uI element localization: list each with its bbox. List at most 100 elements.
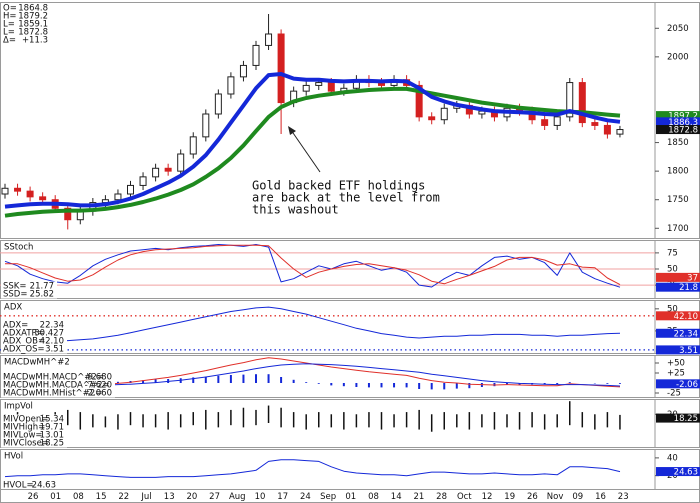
y-tick-label: -25 xyxy=(667,389,681,399)
panel-title: MACDwMH^#2 xyxy=(4,358,70,368)
x-tick-label: Jul xyxy=(140,492,151,502)
y-tick-label: 40 xyxy=(667,453,678,463)
value-marker-label: 1886.3 xyxy=(668,118,698,128)
legend-label: MIVOpen= xyxy=(3,415,48,425)
x-tick-label: Nov xyxy=(547,492,564,502)
arrow-head xyxy=(288,126,296,135)
x-tick-label: 08 xyxy=(73,492,84,502)
legend-label: L= xyxy=(3,20,15,30)
x-tick-label: 10 xyxy=(255,492,266,502)
legend-value: 1859.1 xyxy=(18,20,48,30)
value-marker xyxy=(656,413,700,423)
x-tick-label: 26 xyxy=(527,492,538,502)
x-tick-label: 26 xyxy=(28,492,39,502)
annotation-text: this washout xyxy=(252,203,339,217)
panel-title: ADX xyxy=(4,303,22,313)
candle-body xyxy=(541,119,549,126)
candle-body xyxy=(428,116,436,121)
candle-body xyxy=(603,124,611,135)
x-tick-label: 15 xyxy=(96,492,107,502)
value-marker-label: 37 xyxy=(687,273,698,283)
series-line xyxy=(4,86,621,218)
value-marker xyxy=(656,311,700,321)
candle-body xyxy=(26,190,34,198)
value-marker-label: -2.06 xyxy=(676,380,698,390)
candle-body xyxy=(39,196,47,201)
candle-body xyxy=(189,136,197,155)
x-tick-label: Sep xyxy=(320,492,336,502)
legend-label: MACDwMH.MHist^#2= xyxy=(3,389,102,399)
value-marker xyxy=(656,272,700,282)
x-tick-label: 09 xyxy=(572,492,583,502)
legend-label: SSK= xyxy=(3,282,27,292)
series-line xyxy=(4,306,621,342)
annotation-text: Gold backed ETF holdings xyxy=(252,179,425,193)
legend-box xyxy=(1,3,51,45)
x-tick-label: 08 xyxy=(368,492,379,502)
legend-label: ADX_OS= xyxy=(3,345,45,355)
candle-body xyxy=(127,184,134,195)
candle-body xyxy=(302,84,310,92)
candle-body xyxy=(440,107,448,121)
legend-label: O= xyxy=(3,4,17,14)
annotation-arrow xyxy=(290,129,321,173)
candle-body xyxy=(202,113,210,138)
legend-value: 1879.2 xyxy=(18,12,48,22)
x-tick-label: 01 xyxy=(50,492,61,502)
candle-body xyxy=(252,44,260,66)
legend-value: 1872.8 xyxy=(18,28,48,38)
candle-body xyxy=(616,129,624,135)
value-marker xyxy=(656,111,700,121)
x-tick-label: 19 xyxy=(504,492,515,502)
legend-label: HVOL= xyxy=(3,481,34,491)
legend-label: ADXATR= xyxy=(3,329,45,339)
candle-body xyxy=(578,82,586,124)
value-marker xyxy=(656,282,700,292)
value-marker-label: 22.34 xyxy=(674,329,698,339)
legend-label: MIVLow= xyxy=(3,431,43,441)
legend-label: MIVHigh= xyxy=(3,423,45,433)
value-marker-label: 1897.2 xyxy=(668,112,698,122)
legend-value: 19.71 xyxy=(40,423,64,433)
candle-body xyxy=(114,193,122,201)
y-tick-label: 1700 xyxy=(667,224,689,234)
candle-body xyxy=(164,167,172,172)
value-marker xyxy=(656,467,700,477)
legend-value: -7.620 xyxy=(85,381,112,391)
legend-value: 1864.8 xyxy=(18,4,48,14)
annotation: Gold backed ETF holdings are back at the… xyxy=(252,126,440,217)
y-tick-label: +50 xyxy=(667,359,685,369)
y-tick-label: 2050 xyxy=(667,24,689,34)
panel-title: ImpVol xyxy=(4,402,33,412)
legend-value: 22.34 xyxy=(40,321,64,331)
candle-body xyxy=(591,122,599,126)
candle-body xyxy=(277,33,285,104)
annotation-text: are back at the level from xyxy=(252,191,440,205)
x-tick-label: Oct xyxy=(457,492,472,502)
panel-title: SStoch xyxy=(4,243,33,253)
panel-frame xyxy=(0,300,700,354)
series-line xyxy=(5,244,621,286)
legend-value: 24.63 xyxy=(32,481,56,491)
legend-value: -2.060 xyxy=(85,389,112,399)
legend-label: MACDwMH.MACD^#2= xyxy=(3,373,104,383)
value-marker xyxy=(656,125,700,135)
legend-label: ADX= xyxy=(3,321,28,331)
legend-value: 3.51 xyxy=(45,345,64,355)
legend-box xyxy=(1,281,57,299)
value-marker xyxy=(656,345,700,355)
legend-value: 30.427 xyxy=(34,329,64,339)
candle-body xyxy=(239,64,247,78)
y-tick-label: 1800 xyxy=(667,167,689,177)
series-line xyxy=(4,459,621,478)
candle-body xyxy=(214,93,222,115)
series-line xyxy=(4,244,621,288)
value-marker xyxy=(656,379,700,389)
series-line xyxy=(4,72,621,209)
y-tick-label: 1750 xyxy=(667,195,689,205)
legend-label: H= xyxy=(3,12,17,22)
value-marker-label: 1872.8 xyxy=(668,126,698,136)
x-tick-label: 13 xyxy=(164,492,175,502)
